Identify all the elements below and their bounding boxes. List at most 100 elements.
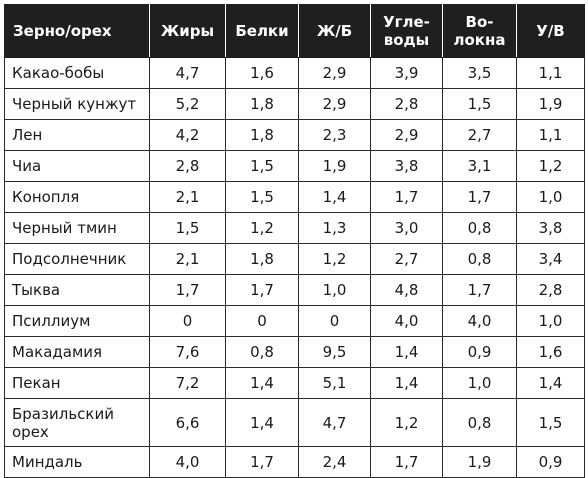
table-body: Какао-бобы 4,7 1,6 2,9 3,9 3,5 1,1 Черный кунжу… bbox=[4, 57, 585, 478]
carb-fiber-ratio-cell: 2,8 bbox=[516, 274, 585, 306]
fiber-cell: 1,7 bbox=[442, 181, 517, 213]
fiber-cell: 1,9 bbox=[442, 446, 517, 478]
table-row: Чиа 2,8 1,5 1,9 3,8 3,1 1,2 bbox=[4, 150, 585, 182]
proteins-cell: 1,8 bbox=[225, 88, 299, 120]
table-header-row: Зерно/орех Жиры Белки Ж/Б Угле-воды Во-л… bbox=[4, 4, 585, 58]
carbs-cell: 1,4 bbox=[370, 336, 443, 368]
fats-cell: 6,6 bbox=[149, 398, 226, 447]
table-row: Конопля 2,1 1,5 1,4 1,7 1,7 1,0 bbox=[4, 181, 585, 213]
header-carb-fiber-ratio: У/В bbox=[516, 4, 585, 58]
fiber-cell: 2,7 bbox=[442, 119, 517, 151]
fiber-cell: 0,9 bbox=[442, 336, 517, 368]
header-fat-protein-ratio: Ж/Б bbox=[298, 4, 371, 58]
proteins-cell: 1,8 bbox=[225, 119, 299, 151]
nutrition-table-container: Зерно/орех Жиры Белки Ж/Б Угле-воды Во-л… bbox=[4, 4, 585, 478]
table-row: Макадамия 7,6 0,8 9,5 1,4 0,9 1,6 bbox=[4, 336, 585, 368]
table-row: Бразильский орех 6,6 1,4 4,7 1,2 0,8 1,5 bbox=[4, 398, 585, 447]
fats-cell: 4,0 bbox=[149, 446, 226, 478]
carbs-cell: 3,8 bbox=[370, 150, 443, 182]
carbs-cell: 1,7 bbox=[370, 181, 443, 213]
fats-cell: 2,1 bbox=[149, 181, 226, 213]
fiber-cell: 1,5 bbox=[442, 88, 517, 120]
item-name: Миндаль bbox=[4, 446, 150, 478]
fats-cell: 1,7 bbox=[149, 274, 226, 306]
fat-protein-ratio-cell: 2,9 bbox=[298, 57, 371, 89]
proteins-cell: 1,5 bbox=[225, 150, 299, 182]
fats-cell: 4,7 bbox=[149, 57, 226, 89]
carb-fiber-ratio-cell: 1,1 bbox=[516, 119, 585, 151]
carb-fiber-ratio-cell: 1,0 bbox=[516, 305, 585, 337]
fats-cell: 2,1 bbox=[149, 243, 226, 275]
fat-protein-ratio-cell: 0 bbox=[298, 305, 371, 337]
header-fiber: Во-локна bbox=[442, 4, 517, 58]
carbs-cell: 4,0 bbox=[370, 305, 443, 337]
carbs-cell: 4,8 bbox=[370, 274, 443, 306]
carb-fiber-ratio-cell: 1,0 bbox=[516, 181, 585, 213]
carbs-cell: 1,2 bbox=[370, 398, 443, 447]
item-name: Какао-бобы bbox=[4, 57, 150, 89]
fats-cell: 0 bbox=[149, 305, 226, 337]
carb-fiber-ratio-cell: 1,4 bbox=[516, 367, 585, 399]
fats-cell: 7,2 bbox=[149, 367, 226, 399]
carb-fiber-ratio-cell: 3,8 bbox=[516, 212, 585, 244]
fats-cell: 7,6 bbox=[149, 336, 226, 368]
fiber-cell: 1,7 bbox=[442, 274, 517, 306]
table-row: Черный кунжут 5,2 1,8 2,9 2,8 1,5 1,9 bbox=[4, 88, 585, 120]
proteins-cell: 1,4 bbox=[225, 367, 299, 399]
item-name: Псиллиум bbox=[4, 305, 150, 337]
carb-fiber-ratio-cell: 1,1 bbox=[516, 57, 585, 89]
fat-protein-ratio-cell: 5,1 bbox=[298, 367, 371, 399]
fat-protein-ratio-cell: 1,3 bbox=[298, 212, 371, 244]
carb-fiber-ratio-cell: 3,4 bbox=[516, 243, 585, 275]
table-row: Лен 4,2 1,8 2,3 2,9 2,7 1,1 bbox=[4, 119, 585, 151]
proteins-cell: 1,4 bbox=[225, 398, 299, 447]
fat-protein-ratio-cell: 1,0 bbox=[298, 274, 371, 306]
carb-fiber-ratio-cell: 0,9 bbox=[516, 446, 585, 478]
item-name: Черный тмин bbox=[4, 212, 150, 244]
proteins-cell: 1,8 bbox=[225, 243, 299, 275]
proteins-cell: 1,5 bbox=[225, 181, 299, 213]
fats-cell: 4,2 bbox=[149, 119, 226, 151]
table-row: Черный тмин 1,5 1,2 1,3 3,0 0,8 3,8 bbox=[4, 212, 585, 244]
fat-protein-ratio-cell: 1,2 bbox=[298, 243, 371, 275]
fat-protein-ratio-cell: 9,5 bbox=[298, 336, 371, 368]
carbs-cell: 1,7 bbox=[370, 446, 443, 478]
carbs-cell: 2,9 bbox=[370, 119, 443, 151]
fats-cell: 1,5 bbox=[149, 212, 226, 244]
item-name: Подсолнечник bbox=[4, 243, 150, 275]
header-fats: Жиры bbox=[149, 4, 226, 58]
item-name: Чиа bbox=[4, 150, 150, 182]
carbs-cell: 2,8 bbox=[370, 88, 443, 120]
fiber-cell: 0,8 bbox=[442, 398, 517, 447]
carb-fiber-ratio-cell: 1,5 bbox=[516, 398, 585, 447]
proteins-cell: 0,8 bbox=[225, 336, 299, 368]
fat-protein-ratio-cell: 2,3 bbox=[298, 119, 371, 151]
fiber-cell: 1,0 bbox=[442, 367, 517, 399]
carbs-cell: 1,4 bbox=[370, 367, 443, 399]
item-name: Черный кунжут bbox=[4, 88, 150, 120]
fiber-cell: 3,5 bbox=[442, 57, 517, 89]
table-row: Тыква 1,7 1,7 1,0 4,8 1,7 2,8 bbox=[4, 274, 585, 306]
table-row: Псиллиум 0 0 0 4,0 4,0 1,0 bbox=[4, 305, 585, 337]
carb-fiber-ratio-cell: 1,6 bbox=[516, 336, 585, 368]
item-name: Макадамия bbox=[4, 336, 150, 368]
carb-fiber-ratio-cell: 1,9 bbox=[516, 88, 585, 120]
fats-cell: 5,2 bbox=[149, 88, 226, 120]
item-name: Конопля bbox=[4, 181, 150, 213]
proteins-cell: 1,7 bbox=[225, 274, 299, 306]
fats-cell: 2,8 bbox=[149, 150, 226, 182]
fat-protein-ratio-cell: 2,9 bbox=[298, 88, 371, 120]
fiber-cell: 3,1 bbox=[442, 150, 517, 182]
fat-protein-ratio-cell: 1,9 bbox=[298, 150, 371, 182]
carbs-cell: 3,9 bbox=[370, 57, 443, 89]
carbs-cell: 2,7 bbox=[370, 243, 443, 275]
nutrition-table: Зерно/орех Жиры Белки Ж/Б Угле-воды Во-л… bbox=[4, 4, 585, 478]
header-proteins: Белки bbox=[225, 4, 299, 58]
fat-protein-ratio-cell: 2,4 bbox=[298, 446, 371, 478]
proteins-cell: 1,6 bbox=[225, 57, 299, 89]
fiber-cell: 0,8 bbox=[442, 243, 517, 275]
table-row: Миндаль 4,0 1,7 2,4 1,7 1,9 0,9 bbox=[4, 446, 585, 478]
fiber-cell: 0,8 bbox=[442, 212, 517, 244]
proteins-cell: 0 bbox=[225, 305, 299, 337]
item-name: Бразильский орех bbox=[4, 398, 150, 447]
